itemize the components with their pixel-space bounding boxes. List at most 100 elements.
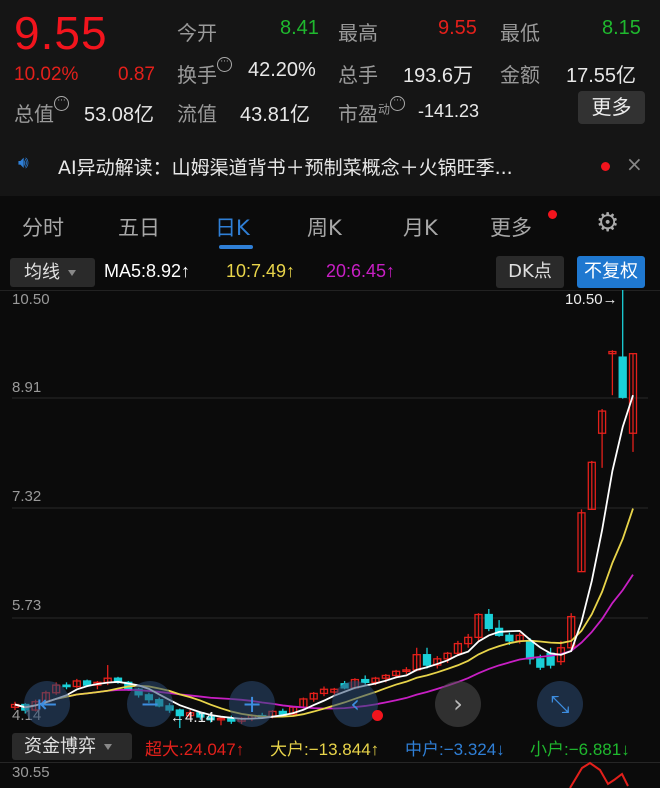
ai-banner[interactable]: 🔊︎ AI异动解读：山姆渠道背书＋预制菜概念＋火锅旺季... × bbox=[0, 140, 660, 190]
candle-body bbox=[381, 674, 390, 679]
candle-body bbox=[608, 350, 617, 355]
quote-header bbox=[0, 0, 660, 196]
open-value: 8.41 bbox=[280, 17, 319, 39]
super-large-flow: 超大:24.047↑ bbox=[145, 740, 245, 759]
turnover-value: 42.20% bbox=[248, 59, 316, 81]
candle-body bbox=[309, 692, 318, 700]
open-label: 今开 bbox=[177, 21, 217, 45]
notification-dot bbox=[601, 162, 610, 171]
info-icon[interactable]: ··· bbox=[54, 96, 69, 111]
pe-value: -141.23 bbox=[418, 101, 480, 121]
ma5-legend: MA5:8.92↑ bbox=[104, 261, 191, 281]
candle-body bbox=[175, 709, 184, 717]
low-value: 8.15 bbox=[602, 17, 641, 39]
banner-text: AI异动解读：山姆渠道背书＋预制菜概念＋火锅旺季... bbox=[58, 157, 513, 179]
pe-label-text: 市盈 bbox=[338, 102, 378, 126]
candle-body bbox=[567, 615, 576, 649]
candle-body bbox=[391, 670, 401, 677]
fund-selector-label: 资金博弈 bbox=[24, 736, 96, 757]
gear-icon[interactable]: ⚙ bbox=[596, 208, 620, 238]
info-icon[interactable]: ··· bbox=[217, 57, 232, 72]
low-label: 最低 bbox=[500, 21, 540, 45]
close-icon[interactable]: × bbox=[626, 152, 643, 176]
expand-icon[interactable]: ⤡ bbox=[537, 681, 583, 727]
adjust-button[interactable]: 不复权 bbox=[577, 256, 645, 288]
y-tick-label: 7.32 bbox=[12, 488, 42, 505]
float-cap-label: 流值 bbox=[177, 102, 217, 126]
amount-label: 金额 bbox=[500, 63, 540, 87]
medium-flow: 中户:−3.324↓ bbox=[405, 740, 505, 759]
candle-body bbox=[577, 512, 586, 573]
change-percent: 10.02% bbox=[14, 64, 79, 85]
indicator-selector-label: 均线 bbox=[24, 262, 60, 283]
candle-body bbox=[628, 353, 638, 434]
tab-5[interactable]: 更多 bbox=[490, 216, 532, 240]
candlestick-chart[interactable] bbox=[0, 290, 660, 732]
dk-point-button[interactable]: DK点 bbox=[496, 256, 564, 288]
candle-body bbox=[402, 669, 411, 673]
candle-body bbox=[72, 680, 81, 688]
tab-4[interactable]: 月K bbox=[403, 216, 438, 240]
candle-body bbox=[422, 654, 432, 666]
total-cap-label-text: 总值 bbox=[14, 102, 54, 126]
y-tick-label: 8.91 bbox=[12, 379, 42, 396]
speaker-icon: 🔊︎ bbox=[18, 153, 29, 173]
candle-body bbox=[536, 658, 545, 668]
small-flow: 小户:−6.881↓ bbox=[530, 740, 630, 759]
candle-body bbox=[361, 678, 370, 684]
min-price-marker: ←4.14 bbox=[170, 709, 215, 726]
fund-selector[interactable]: 资金博弈 bbox=[12, 733, 132, 760]
ma5-line bbox=[14, 394, 634, 720]
tab-3[interactable]: 周K bbox=[307, 216, 342, 240]
amount-value: 17.55亿 bbox=[566, 65, 637, 87]
candle-body bbox=[597, 410, 607, 434]
dropdown-icon bbox=[68, 270, 76, 276]
ma20-legend: 20:6.45↑ bbox=[326, 261, 396, 281]
float-cap-value: 43.81亿 bbox=[240, 104, 311, 126]
candle-body bbox=[216, 717, 226, 721]
tab-2[interactable]: 日K bbox=[215, 216, 250, 240]
volume-value: 193.6万 bbox=[403, 65, 474, 87]
current-price: 9.55 bbox=[14, 7, 108, 59]
candle-body bbox=[82, 680, 92, 686]
high-value: 9.55 bbox=[438, 17, 477, 39]
chevron-right-icon[interactable]: › bbox=[435, 681, 481, 727]
fund-chart bbox=[569, 761, 629, 788]
active-tab-underline bbox=[219, 245, 253, 249]
indicator-selector[interactable]: 均线 bbox=[10, 258, 95, 287]
candle-body bbox=[618, 356, 627, 398]
candle-body bbox=[474, 613, 483, 639]
candle-body bbox=[278, 710, 287, 715]
candle-body bbox=[453, 642, 463, 654]
candle-body bbox=[319, 688, 329, 695]
pe-label: 市盈动··· bbox=[338, 96, 406, 127]
tab-1[interactable]: 五日 bbox=[118, 216, 160, 240]
event-dot[interactable] bbox=[372, 710, 383, 721]
candle-body bbox=[505, 634, 514, 642]
chevron-left-icon[interactable]: ‹ bbox=[332, 681, 378, 727]
candle-body bbox=[464, 636, 473, 645]
turnover-label-text: 换手 bbox=[177, 63, 217, 87]
ma10-legend: 10:7.49↑ bbox=[226, 261, 296, 281]
fund-chart-y-top: 30.55 bbox=[12, 764, 50, 781]
y-tick-label: 10.50 bbox=[12, 291, 50, 308]
zoom-out-icon[interactable]: − bbox=[127, 681, 173, 727]
candle-body bbox=[62, 684, 71, 688]
pe-sup: 动 bbox=[378, 102, 391, 117]
compress-icon[interactable]: ⇤ bbox=[24, 681, 70, 727]
zoom-in-icon[interactable]: + bbox=[229, 681, 275, 727]
candle-body bbox=[443, 652, 452, 660]
dropdown-icon bbox=[104, 744, 112, 750]
candle-body bbox=[484, 613, 493, 630]
super-large-line bbox=[569, 761, 629, 788]
change-amount: 0.87 bbox=[118, 64, 155, 85]
volume-label: 总手 bbox=[338, 63, 378, 87]
total-cap-label: 总值··· bbox=[14, 96, 69, 127]
y-tick-label: 5.73 bbox=[12, 597, 42, 614]
tab-0[interactable]: 分时 bbox=[22, 216, 64, 240]
more-tab-dot bbox=[548, 210, 557, 219]
max-price-marker: 10.50→ bbox=[565, 291, 618, 308]
more-button[interactable]: 更多 bbox=[578, 91, 645, 124]
high-label: 最高 bbox=[338, 21, 378, 45]
info-icon[interactable]: ··· bbox=[390, 96, 406, 111]
